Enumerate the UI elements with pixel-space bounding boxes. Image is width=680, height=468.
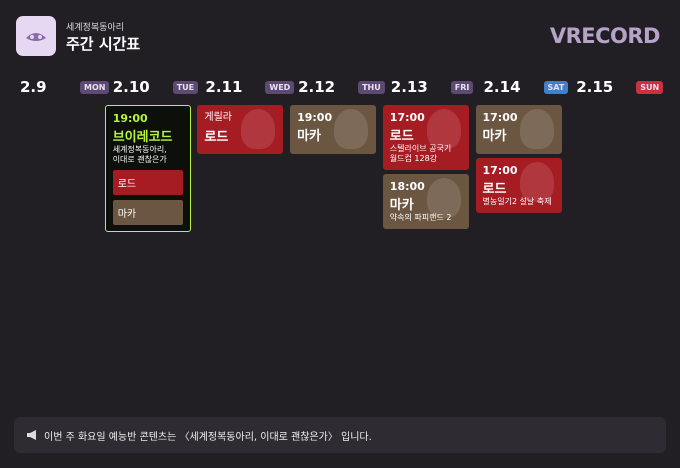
event-title: 마카	[297, 129, 322, 144]
event-description: 월드컵 128강	[389, 154, 438, 163]
weekday-badge: MON	[80, 81, 110, 94]
weekday-badge: TUE	[172, 81, 199, 94]
event-description: 약속의 파피랜드 2	[389, 213, 452, 222]
day-date: 2.13	[390, 78, 428, 96]
event-card: 17:00 로드 스텔라이브 공국기 월드컵 128강	[382, 105, 469, 170]
event-title: 마카	[389, 198, 414, 213]
logo-icon	[16, 16, 56, 56]
day-date: 2.15	[576, 78, 614, 96]
event-title: 로드	[204, 130, 229, 145]
day-column: 19:00 마카	[290, 105, 377, 154]
event-time: 19:00	[297, 111, 333, 124]
character-art	[519, 109, 554, 149]
sub-event: 로드	[112, 170, 183, 195]
character-art	[426, 109, 461, 149]
character-art	[426, 178, 461, 218]
day-column: 17:00 마카 17:00 로드 별농일기2 설날 축제	[475, 105, 562, 213]
sub-event: 마카	[112, 200, 183, 225]
event-title: 로드	[389, 129, 414, 144]
day-date: 2.14	[483, 78, 521, 96]
event-time: 19:00	[112, 112, 148, 125]
event-title: 로드	[482, 182, 507, 197]
event-time: 17:00	[482, 111, 518, 124]
event-card: 17:00 로드 별농일기2 설날 축제	[475, 158, 562, 213]
event-time: 17:00	[482, 164, 518, 177]
day-date: 2.9	[20, 78, 47, 96]
weekday-badge: FRI	[450, 81, 474, 94]
subtitle: 세계정복동아리	[66, 23, 124, 33]
event-time: 18:00	[389, 180, 425, 193]
event-title: 브이레코드	[112, 130, 173, 145]
event-description: 별농일기2 설날 축제	[482, 197, 552, 206]
brand: VRECORD	[549, 24, 661, 48]
weekday-badge: SUN	[636, 81, 664, 94]
day-column: 17:00 로드 스텔라이브 공국기 월드컵 128강 18:00 마카 약속의 파피랜드 …	[382, 105, 469, 229]
weekday-badge: SAT	[543, 81, 569, 94]
event-card: 19:00 마카	[290, 105, 377, 154]
notice-bar: 이번 주 화요일 예능반 콘텐츠는 〈세계정복동아리, 이대로 괜찮은가〉 입니…	[14, 417, 666, 453]
character-art	[241, 109, 276, 149]
megaphone-icon	[27, 430, 36, 440]
logo-mask	[26, 33, 46, 41]
event-title: 마카	[482, 129, 507, 144]
event-time: 17:00	[389, 111, 425, 124]
day-date: 2.10	[112, 78, 150, 96]
event-description: 스텔라이브 공국기	[389, 144, 452, 153]
event-card: 18:00 마카 약속의 파피랜드 2	[382, 174, 469, 229]
character-art	[334, 109, 369, 149]
character-art	[519, 162, 554, 202]
title: 주간 시간표	[66, 35, 141, 53]
event-label: 게릴라	[204, 112, 232, 123]
weekday-badge: WED	[265, 81, 295, 94]
event-description: 세계정복동아리,	[112, 145, 167, 154]
event-description: 이대로 괜찮은가	[112, 155, 167, 164]
event-card: 17:00 마카	[475, 105, 562, 154]
notice-text: 이번 주 화요일 예능반 콘텐츠는 〈세계정복동아리, 이대로 괜찮은가〉 입니…	[44, 432, 372, 443]
day-date: 2.11	[205, 78, 243, 96]
weekday-badge: THU	[358, 81, 385, 94]
day-date: 2.12	[298, 78, 336, 96]
